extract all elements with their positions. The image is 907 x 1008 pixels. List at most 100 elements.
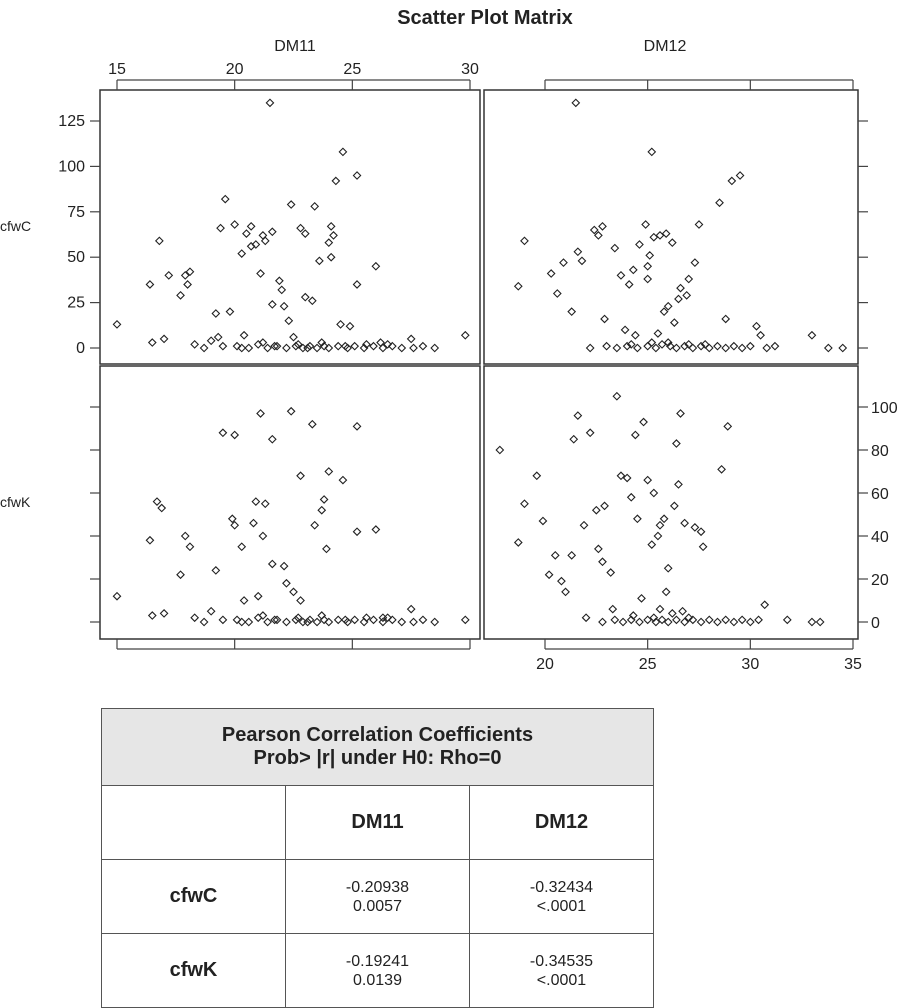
scatter-point [350,615,360,625]
scatter-point [460,615,470,625]
data-points [112,98,848,627]
y-tick-label: 100 [58,158,85,175]
scatter-point [573,411,583,420]
scatter-point [513,538,523,547]
scatter-point [598,221,607,231]
scatter-point [672,615,681,625]
scatter-point [289,332,298,342]
scatter-point [715,198,724,208]
y-tick-label: 100 [871,400,898,417]
scatter-point [571,98,581,108]
scatter-point [680,617,690,627]
scatter-point [559,258,568,268]
scatter-point [237,343,247,353]
scatter-point [220,194,230,204]
cell-cfwc-dm11: -0.20938 0.0057 [285,859,470,934]
scatter-point [579,520,589,530]
scatter-point [145,535,155,545]
scatter-point [352,421,362,431]
scatter-point [272,341,282,351]
scatter-point [275,276,284,286]
scatter-point [258,531,268,541]
scatter-point [649,613,659,623]
scatter-point [643,341,653,351]
scatter-point [286,406,296,416]
scatter-point [345,321,355,331]
scatter-point [322,544,331,554]
cell-cfwc-dm12: -0.32434 <.0001 [469,859,654,934]
scatter-point [406,604,416,614]
panel-frame [99,365,481,640]
scatter-point [267,434,277,444]
scatter-point [211,309,221,318]
scatter-point [227,514,237,524]
cell-cfwk-dm12: -0.34535 <.0001 [469,933,654,1008]
scatter-point [637,593,646,603]
scatter-point [661,587,671,597]
scatter-point [267,300,277,309]
scatter-point [782,615,792,625]
scatter-point [267,227,277,237]
scatter-point [713,341,722,351]
scatter-point [397,617,407,627]
scatter-point [112,320,122,329]
scatter-point [676,409,685,418]
scatter-point [303,617,312,627]
scatter-point [651,343,661,353]
scatter-point [661,229,671,238]
scatter-point [643,261,653,271]
row-header-cfwc: cfwC [101,859,286,934]
scatter-point [698,542,708,552]
scatter-point [343,617,353,627]
scatter-point [430,617,440,627]
scatter-point [544,570,554,580]
scatter-point [352,527,362,537]
scatter-point [672,439,681,448]
scatter-point [291,615,301,625]
x-tick-label: 30 [461,61,479,78]
y-tick-label: 80 [871,443,889,460]
scatter-point [291,341,301,351]
scatter-point [317,611,327,620]
scatter-point [362,613,371,623]
scatter-point [628,611,638,620]
scatter-point [823,343,833,353]
y-tick-label: 75 [67,204,85,221]
scatter-point [676,283,685,293]
scatter-point [610,243,620,253]
scatter-point [312,343,322,353]
scatter-point [378,617,388,627]
panel-frame [483,89,859,365]
scatter-point [239,596,249,605]
scatter-point [645,251,655,260]
scatter-point [317,338,327,347]
scatter-point [594,231,603,240]
scatter-point [630,330,640,340]
scatter-point [622,473,632,483]
scatter-point [418,615,428,625]
scatter-point [669,318,679,327]
scatter-point [633,514,642,524]
scatter-point [180,270,190,280]
scatter-point [495,445,505,455]
scatter-point [199,617,209,627]
scatter-point [616,471,626,481]
scatter-point [145,280,155,289]
scatter-point [270,615,280,625]
scatter-point [550,550,560,560]
scatter-point [626,339,636,349]
table-header: Pearson Correlation Coefficients Prob> |… [101,708,654,786]
y-tick-label: 0 [76,340,85,357]
scatter-point [256,269,265,278]
scatter-point [635,617,644,627]
scatter-point [513,281,523,291]
scatter-point [633,343,642,353]
scatter-point [430,343,440,353]
scatter-point [258,611,268,620]
scatter-point [152,497,162,506]
scatter-point [324,617,334,627]
scatter-point [284,316,294,326]
scatter-point [729,341,739,351]
scatter-point [735,171,745,180]
chart-title: Scatter Plot Matrix [397,7,573,29]
